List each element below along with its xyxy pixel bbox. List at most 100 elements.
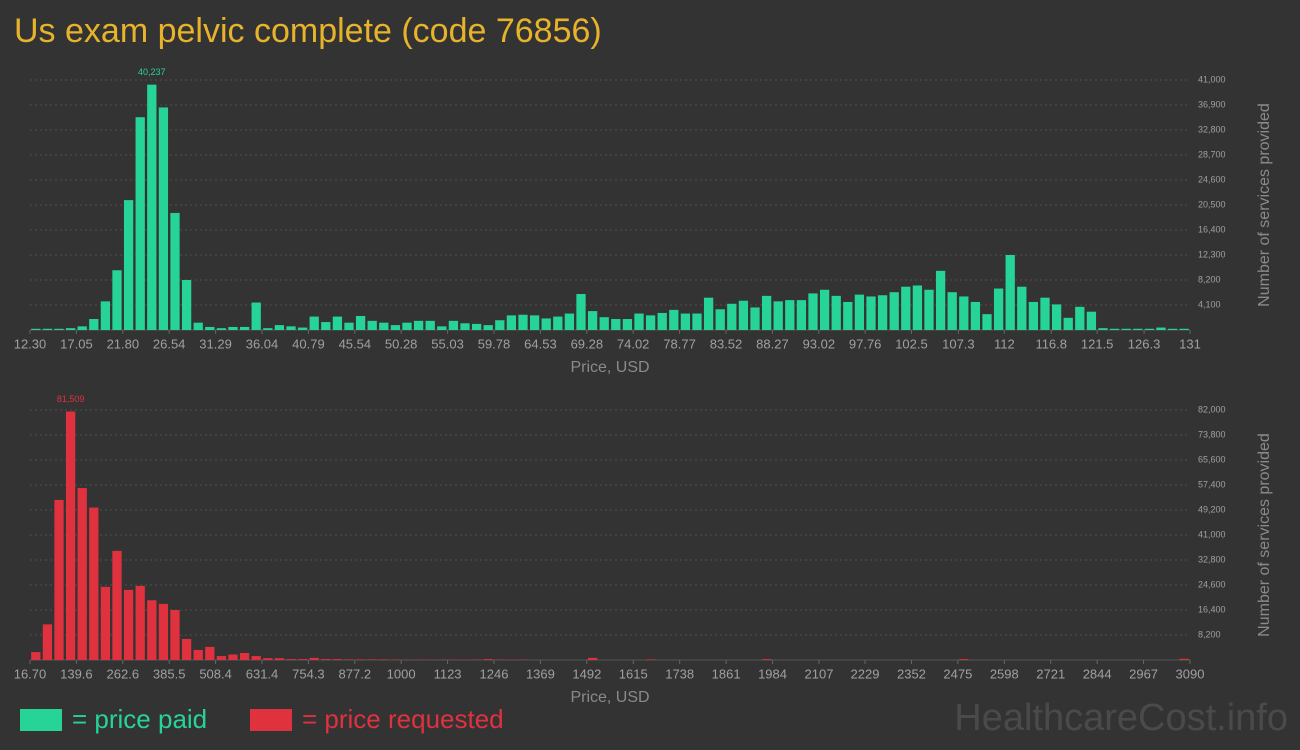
bar (297, 659, 308, 660)
bar (239, 326, 250, 330)
bar (437, 326, 447, 330)
bar (1075, 306, 1085, 330)
bar (54, 328, 64, 330)
x-tick-label: 2844 (1083, 666, 1112, 681)
bar (112, 550, 122, 660)
bar (89, 507, 99, 660)
x-tick-label: 1369 (526, 666, 555, 681)
bar (541, 318, 551, 330)
bar (970, 301, 981, 330)
bar (170, 610, 180, 660)
bar (1109, 328, 1120, 330)
x-tick-label: 21.80 (107, 336, 140, 351)
bar (1156, 327, 1166, 330)
bar (924, 289, 934, 330)
bar (599, 317, 609, 330)
x-tick-label: 1123 (434, 666, 462, 681)
bar (1005, 255, 1015, 330)
y-tick-label: 24,600 (1198, 579, 1226, 589)
bar (982, 314, 992, 330)
bar (425, 320, 435, 330)
x-tick-label: 59.78 (478, 336, 511, 351)
bar (564, 313, 575, 330)
bar (727, 303, 737, 330)
y-tick-label: 12,300 (1198, 249, 1226, 259)
bar (1098, 328, 1108, 330)
y-tick-label: 16,400 (1198, 604, 1226, 614)
y-tick-label: 49,200 (1198, 504, 1226, 514)
bar (367, 320, 377, 330)
y-tick-label: 41,000 (1198, 529, 1226, 539)
bar (993, 288, 1004, 330)
bar (367, 659, 377, 660)
bar (344, 659, 354, 660)
x-tick-label: 17.05 (60, 336, 93, 351)
bar (959, 296, 969, 330)
bar (239, 652, 250, 660)
legend-label: = price requested (302, 704, 504, 734)
bar (65, 411, 76, 660)
legend-swatch (20, 709, 62, 731)
x-tick-label: 1984 (758, 666, 787, 681)
bar (831, 295, 841, 330)
y-tick-label: 36,900 (1198, 99, 1226, 109)
bar (286, 659, 296, 660)
bar (89, 319, 99, 330)
bar (228, 326, 238, 330)
y-axis-title: Number of services provided (1256, 433, 1273, 637)
x-tick-label: 69.28 (571, 336, 604, 351)
bar (100, 586, 111, 660)
y-tick-label: 4,100 (1198, 299, 1221, 309)
y-tick-label: 73,800 (1198, 429, 1226, 439)
bar (634, 313, 644, 330)
value-label: 40,237 (138, 67, 166, 77)
x-tick-label: 2352 (897, 666, 926, 681)
x-tick-label: 1861 (712, 666, 741, 681)
y-tick-label: 65,600 (1198, 454, 1226, 464)
y-tick-label: 8,200 (1198, 274, 1221, 284)
bar (216, 328, 227, 330)
x-tick-label: 31.29 (199, 336, 232, 351)
bar (761, 295, 772, 330)
bar (785, 300, 795, 330)
bar (738, 300, 749, 330)
x-tick-label: 88.27 (756, 336, 789, 351)
bar (471, 323, 482, 330)
x-tick-label: 74.02 (617, 336, 650, 351)
bar (100, 301, 111, 330)
bar (645, 659, 656, 660)
bar (529, 315, 540, 330)
bar (274, 658, 285, 660)
bar (796, 300, 807, 330)
x-axis-title: Price, USD (570, 689, 649, 706)
bar (553, 316, 563, 330)
bar (622, 319, 633, 330)
bar (344, 322, 354, 330)
x-tick-label: 385.5 (153, 666, 186, 681)
bar (123, 589, 134, 660)
x-tick-label: 1738 (665, 666, 694, 681)
x-tick-label: 754.3 (292, 666, 325, 681)
bar (332, 659, 343, 660)
x-tick-label: 1615 (619, 666, 648, 681)
y-tick-label: 16,400 (1198, 224, 1226, 234)
x-tick-label: 3090 (1176, 666, 1205, 681)
bar (274, 325, 285, 330)
bar (460, 323, 470, 330)
bar (321, 322, 331, 330)
bar (935, 270, 946, 330)
bar (77, 326, 87, 330)
bar (877, 295, 888, 330)
bar (355, 315, 366, 330)
bar (947, 292, 957, 330)
x-tick-label: 139.6 (60, 666, 93, 681)
bar (657, 312, 667, 330)
bar (158, 603, 169, 660)
bar (1063, 317, 1073, 330)
bar (645, 315, 656, 330)
y-tick-label: 8,200 (1198, 629, 1221, 639)
bar (1051, 304, 1062, 330)
bar (1179, 658, 1189, 660)
bar (379, 322, 389, 330)
